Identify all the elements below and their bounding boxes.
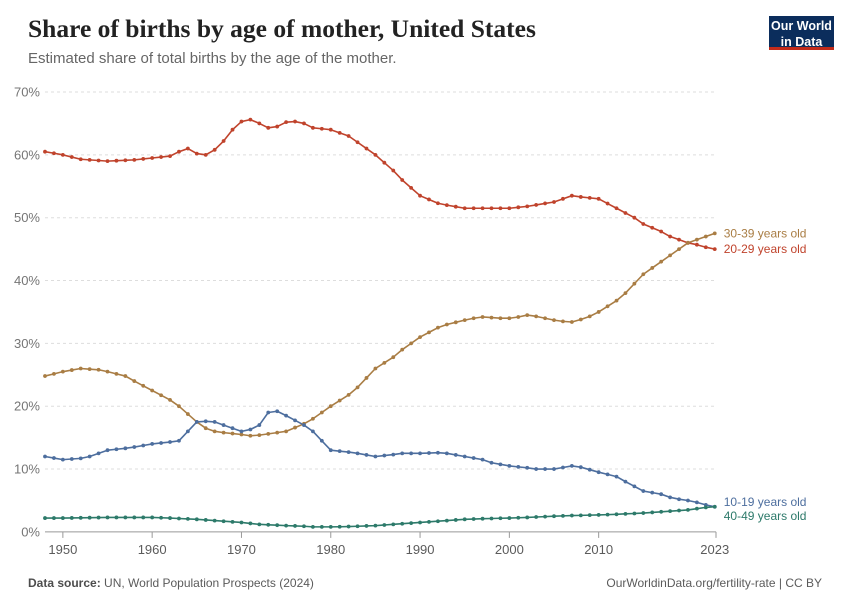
svg-text:40%: 40% [14,273,40,288]
svg-text:1960: 1960 [138,542,167,557]
svg-text:1990: 1990 [406,542,435,557]
svg-text:2000: 2000 [495,542,524,557]
svg-text:10-19 years old: 10-19 years old [724,495,807,509]
svg-text:20-29 years old: 20-29 years old [724,242,807,256]
svg-text:60%: 60% [14,147,40,162]
svg-text:50%: 50% [14,210,40,225]
svg-text:1970: 1970 [227,542,256,557]
svg-text:30%: 30% [14,336,40,351]
svg-text:30-39 years old: 30-39 years old [724,226,807,240]
svg-text:2010: 2010 [584,542,613,557]
svg-text:1980: 1980 [316,542,345,557]
svg-text:20%: 20% [14,399,40,414]
svg-text:1950: 1950 [48,542,77,557]
svg-text:0%: 0% [21,524,40,539]
svg-text:40-49 years old: 40-49 years old [724,509,807,523]
svg-text:2023: 2023 [700,542,729,557]
svg-text:70%: 70% [14,85,40,100]
svg-text:10%: 10% [14,462,40,477]
